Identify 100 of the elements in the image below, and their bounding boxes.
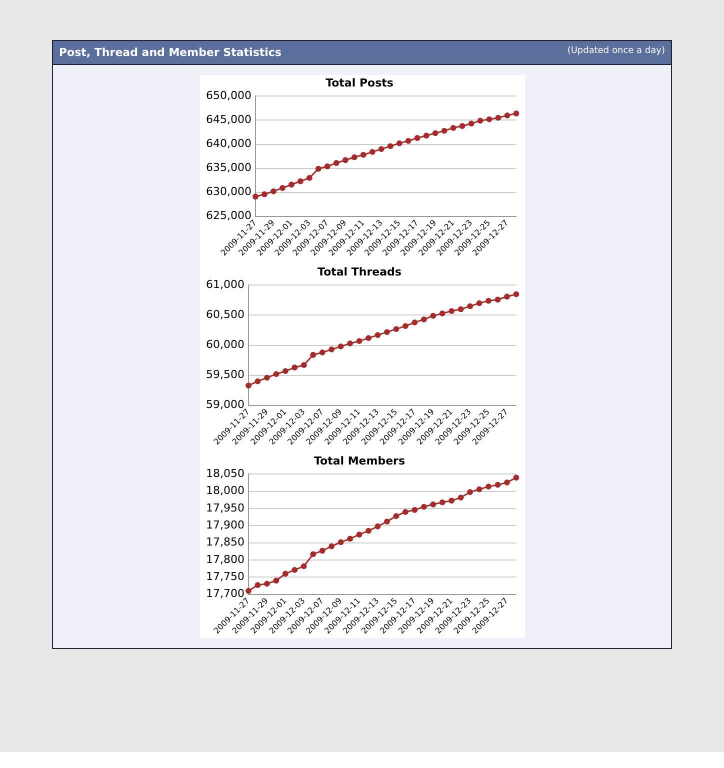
y-tick-label: 59,000 (205, 398, 244, 412)
point (291, 364, 298, 370)
text: (Updated once a day) (567, 46, 665, 58)
point (368, 148, 375, 155)
point (356, 338, 362, 344)
y-tick-label: 18,050 (205, 467, 244, 480)
point (346, 536, 352, 542)
point (438, 310, 445, 316)
point (494, 114, 501, 121)
text: Post, Thread and Member Statistics (59, 46, 282, 59)
point (337, 344, 344, 350)
point (422, 132, 429, 139)
point (272, 371, 279, 378)
y-tick-label: 17,700 (205, 587, 244, 600)
point (411, 319, 418, 326)
point (392, 513, 399, 520)
point (448, 498, 454, 504)
point (504, 294, 510, 300)
point (310, 352, 316, 358)
point (457, 306, 464, 312)
point (386, 143, 393, 150)
point (485, 484, 491, 490)
point (476, 486, 482, 492)
y-tick-label: 650,000 (205, 89, 251, 102)
point (360, 152, 366, 158)
point (279, 185, 285, 191)
point (374, 523, 380, 530)
point (310, 551, 316, 558)
point (504, 112, 510, 118)
point (466, 489, 473, 495)
point (432, 130, 438, 136)
point (264, 580, 270, 587)
point (288, 182, 294, 188)
point (494, 296, 500, 303)
point (261, 191, 267, 198)
chart-title: Total Posts (325, 76, 394, 90)
y-tick-label: 17,750 (205, 570, 244, 584)
point (356, 532, 362, 538)
y-tick-label: 17,800 (205, 552, 244, 566)
point (254, 582, 260, 588)
y-tick-label: 17,850 (205, 536, 244, 549)
point (328, 346, 334, 352)
y-tick-label: 17,950 (205, 501, 244, 514)
y-tick-label: 630,000 (205, 185, 251, 198)
point (486, 116, 492, 122)
point (378, 146, 384, 152)
point (254, 378, 260, 384)
point (476, 118, 483, 124)
point (512, 110, 519, 116)
point (396, 140, 402, 146)
point (272, 578, 279, 584)
y-tick-label: 18,000 (205, 484, 244, 498)
point (504, 479, 510, 486)
point (458, 123, 465, 129)
point (512, 291, 519, 298)
point (466, 303, 473, 310)
chart-title: Total Threads (317, 265, 402, 278)
point (374, 332, 380, 338)
point (457, 494, 464, 500)
point (328, 543, 334, 550)
y-tick-label: 635,000 (205, 161, 251, 174)
point (512, 474, 519, 481)
point (414, 135, 420, 141)
point (485, 298, 491, 304)
point (291, 567, 298, 573)
point (438, 499, 445, 506)
point (476, 300, 482, 306)
chart-title: Total Members (313, 454, 405, 468)
point (318, 548, 325, 554)
point (494, 482, 500, 488)
point (264, 374, 270, 381)
point (404, 138, 411, 144)
point (337, 539, 344, 546)
y-tick-label: 60,000 (205, 338, 244, 352)
point (270, 188, 276, 194)
point (468, 120, 474, 127)
point (384, 329, 390, 336)
point (350, 154, 357, 160)
y-tick-label: 645,000 (205, 113, 251, 126)
point (430, 312, 436, 319)
point (342, 157, 348, 164)
point (252, 194, 258, 200)
y-tick-label: 17,900 (205, 518, 244, 532)
y-tick-label: 61,000 (205, 278, 244, 292)
y-tick-label: 640,000 (205, 137, 251, 150)
point (450, 124, 456, 131)
point (448, 308, 454, 314)
point (384, 518, 390, 525)
point (365, 335, 371, 342)
y-tick-label: 625,000 (205, 209, 251, 222)
y-tick-label: 59,500 (205, 368, 244, 382)
point (365, 528, 371, 534)
point (318, 350, 325, 356)
y-tick-label: 60,500 (205, 308, 244, 322)
point (411, 506, 418, 513)
point (245, 382, 251, 388)
point (392, 326, 399, 332)
point (300, 563, 306, 570)
point (420, 504, 426, 510)
point (430, 501, 436, 508)
